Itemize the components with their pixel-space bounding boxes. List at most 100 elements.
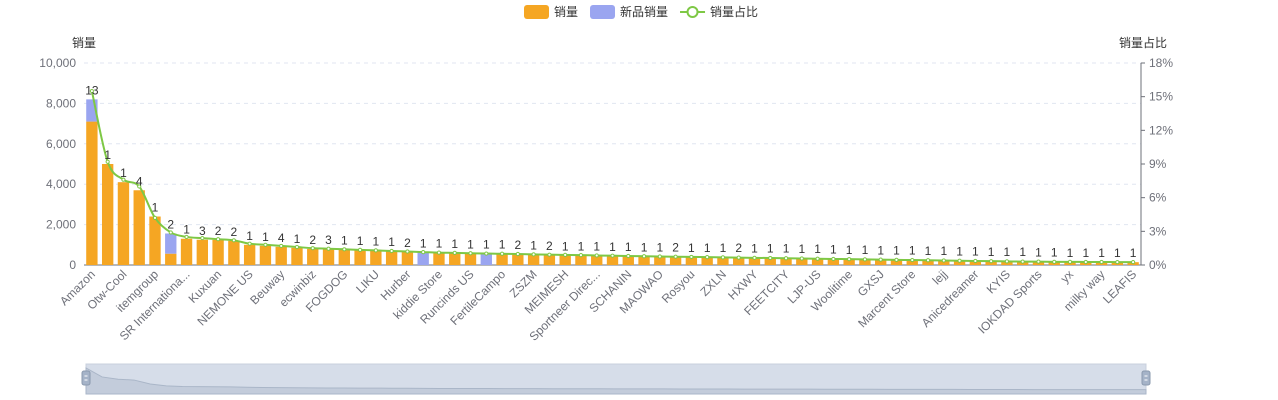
bar-sales-52[interactable] xyxy=(906,259,918,265)
bar-sales-36[interactable] xyxy=(654,256,666,265)
bar-new-sales-0[interactable] xyxy=(86,99,98,122)
share-point-21[interactable] xyxy=(421,249,426,255)
bar-sales-49[interactable] xyxy=(859,259,871,265)
share-point-0[interactable] xyxy=(89,88,94,94)
bar-sales-31[interactable] xyxy=(575,255,587,265)
share-point-14[interactable] xyxy=(310,246,315,251)
share-point-11[interactable] xyxy=(263,242,268,247)
legend-label-1[interactable]: 新品销量 xyxy=(620,4,668,19)
share-point-51[interactable] xyxy=(894,257,899,262)
share-point-28[interactable] xyxy=(531,252,536,257)
bar-sales-4[interactable] xyxy=(149,216,161,265)
share-point-29[interactable] xyxy=(547,252,552,257)
bar-sales-1[interactable] xyxy=(101,164,114,265)
share-point-22[interactable] xyxy=(436,250,442,255)
share-point-10[interactable] xyxy=(247,241,252,246)
bar-sales-53[interactable] xyxy=(922,259,934,265)
bar-sales-41[interactable] xyxy=(733,257,745,265)
bar-sales-44[interactable] xyxy=(780,258,792,265)
share-point-5[interactable] xyxy=(168,230,173,235)
legend-swatch-0[interactable] xyxy=(524,5,549,19)
share-point-42[interactable] xyxy=(752,255,757,260)
bar-sales-5[interactable] xyxy=(165,253,177,265)
legend[interactable]: 销量 新品销量 销量占比 xyxy=(524,4,758,19)
share-point-52[interactable] xyxy=(910,257,915,263)
share-point-12[interactable] xyxy=(279,243,284,249)
share-point-45[interactable] xyxy=(799,256,804,261)
share-point-47[interactable] xyxy=(831,256,836,262)
share-point-41[interactable] xyxy=(736,255,741,260)
share-point-54[interactable] xyxy=(941,258,946,263)
share-point-31[interactable] xyxy=(578,253,584,258)
bar-sales-48[interactable] xyxy=(843,258,855,265)
bar-sales-38[interactable] xyxy=(685,256,698,265)
legend-label-0[interactable]: 销量 xyxy=(554,5,578,19)
share-point-61[interactable] xyxy=(1052,259,1057,264)
share-point-24[interactable] xyxy=(468,251,473,256)
bar-sales-24[interactable] xyxy=(464,253,477,265)
bar-sales-15[interactable] xyxy=(322,249,335,265)
bar-sales-30[interactable] xyxy=(559,255,571,265)
share-line-series[interactable] xyxy=(89,88,1136,265)
bar-sales-27[interactable] xyxy=(512,253,524,265)
bar-sales-28[interactable] xyxy=(527,254,540,265)
share-point-34[interactable] xyxy=(626,253,631,259)
bar-sales-9[interactable] xyxy=(228,240,240,265)
share-point-35[interactable] xyxy=(641,254,647,259)
bar-sales-42[interactable] xyxy=(748,257,761,265)
bar-sales-46[interactable] xyxy=(811,258,824,265)
share-point-64[interactable] xyxy=(1099,259,1104,265)
share-point-53[interactable] xyxy=(925,258,931,263)
bar-sales-10[interactable] xyxy=(243,244,256,265)
zoom-handle-right[interactable] xyxy=(1141,370,1151,386)
share-point-18[interactable] xyxy=(373,248,378,253)
share-point-44[interactable] xyxy=(783,256,789,261)
bar-sales-29[interactable] xyxy=(543,254,556,265)
share-point-17[interactable] xyxy=(357,247,363,252)
share-point-15[interactable] xyxy=(326,246,331,251)
share-point-16[interactable] xyxy=(342,247,347,252)
share-point-63[interactable] xyxy=(1083,259,1088,265)
share-point-58[interactable] xyxy=(1004,259,1010,264)
share-point-57[interactable] xyxy=(989,259,994,264)
share-point-62[interactable] xyxy=(1067,259,1073,264)
bar-sales-20[interactable] xyxy=(401,251,414,265)
share-point-59[interactable] xyxy=(1020,259,1025,264)
share-point-3[interactable] xyxy=(137,184,142,189)
share-point-26[interactable] xyxy=(499,251,505,256)
bar-sales-2[interactable] xyxy=(117,182,130,265)
share-point-60[interactable] xyxy=(1036,259,1041,264)
share-point-7[interactable] xyxy=(200,235,205,241)
share-point-50[interactable] xyxy=(878,257,883,262)
bar-sales-23[interactable] xyxy=(449,252,461,265)
bar-sales-7[interactable] xyxy=(196,239,209,265)
bar-sales-43[interactable] xyxy=(764,257,776,265)
bar-sales-50[interactable] xyxy=(875,259,887,265)
share-point-9[interactable] xyxy=(231,238,236,243)
bar-sales-45[interactable] xyxy=(796,258,808,265)
bar-sales-32[interactable] xyxy=(591,255,603,265)
share-point-23[interactable] xyxy=(452,250,457,255)
bar-sales-26[interactable] xyxy=(496,253,508,265)
bar-sales-17[interactable] xyxy=(354,249,366,265)
share-point-40[interactable] xyxy=(720,255,726,260)
bar-new-sales-5[interactable] xyxy=(165,233,177,254)
share-point-37[interactable] xyxy=(673,254,678,259)
share-point-2[interactable] xyxy=(121,177,126,182)
share-point-66[interactable] xyxy=(1131,259,1136,265)
share-point-20[interactable] xyxy=(405,249,410,254)
share-point-1[interactable] xyxy=(105,159,110,164)
share-point-19[interactable] xyxy=(389,248,394,254)
bar-sales-14[interactable] xyxy=(307,248,319,265)
share-point-38[interactable] xyxy=(689,254,694,260)
bar-sales-0[interactable] xyxy=(86,121,98,265)
bar-sales-33[interactable] xyxy=(606,255,619,265)
share-point-43[interactable] xyxy=(768,255,773,261)
bar-sales-39[interactable] xyxy=(701,257,713,265)
bar-sales-35[interactable] xyxy=(638,256,650,265)
share-point-30[interactable] xyxy=(563,252,568,257)
legend-marker-2[interactable] xyxy=(686,6,699,18)
share-point-32[interactable] xyxy=(594,253,599,258)
share-point-56[interactable] xyxy=(973,258,978,264)
share-point-6[interactable] xyxy=(184,234,189,240)
